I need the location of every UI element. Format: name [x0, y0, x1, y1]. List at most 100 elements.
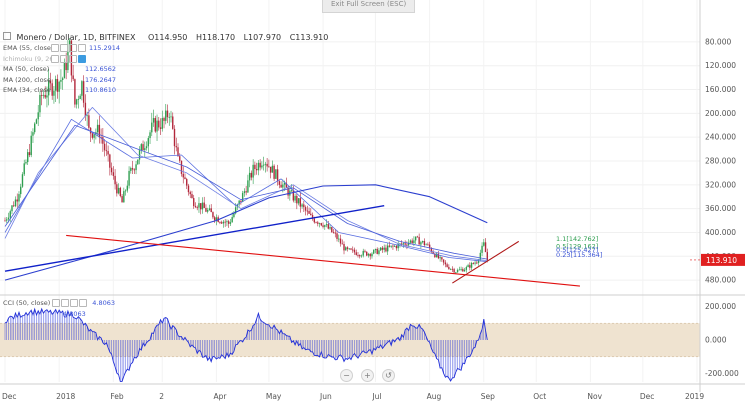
candle-body[interactable] — [402, 243, 405, 245]
candle-body[interactable] — [388, 245, 391, 247]
ema55-line[interactable] — [4, 124, 488, 260]
legend-row-ma50[interactable]: MA (50, close) 112.6562 — [3, 64, 120, 75]
candle-body[interactable] — [30, 135, 32, 156]
candle-body[interactable] — [254, 164, 256, 170]
candle-body[interactable] — [341, 243, 343, 245]
candle-body[interactable] — [290, 190, 293, 192]
candle-body[interactable] — [371, 253, 373, 257]
candle-body[interactable] — [212, 212, 214, 218]
candle-body[interactable] — [194, 206, 197, 208]
more-icon[interactable] — [78, 44, 86, 53]
candle-body[interactable] — [247, 180, 249, 193]
candle-body[interactable] — [367, 253, 370, 256]
legend-row-ema34[interactable]: EMA (34, close) 110.8610 — [3, 85, 120, 96]
candle-body[interactable] — [345, 247, 347, 251]
candle-body[interactable] — [207, 209, 209, 212]
candle-body[interactable] — [409, 240, 412, 243]
candle-body[interactable] — [163, 118, 165, 121]
candle-body[interactable] — [213, 217, 216, 221]
settings-icon[interactable] — [61, 299, 70, 308]
candle-body[interactable] — [406, 244, 408, 246]
candle-body[interactable] — [386, 245, 389, 252]
candle-body[interactable] — [187, 185, 190, 193]
candle-body[interactable] — [275, 169, 277, 179]
candle-body[interactable] — [172, 116, 174, 129]
candle-body[interactable] — [16, 199, 18, 202]
candle-body[interactable] — [166, 110, 169, 118]
cci-pane[interactable] — [0, 307, 700, 382]
candle-body[interactable] — [456, 269, 459, 273]
candle-body[interactable] — [306, 210, 309, 212]
candle-body[interactable] — [18, 194, 20, 202]
candle-body[interactable] — [205, 207, 207, 212]
candle-body[interactable] — [301, 204, 303, 207]
candle-body[interactable] — [102, 137, 104, 144]
candle-body[interactable] — [34, 123, 36, 133]
candle-body[interactable] — [6, 219, 8, 221]
candle-body[interactable] — [224, 221, 226, 223]
legend-row-ma200[interactable]: MA (200, close) 176.2647 — [3, 75, 120, 86]
candle-body[interactable] — [469, 265, 471, 268]
candle-body[interactable] — [400, 243, 403, 245]
candle-body[interactable] — [252, 164, 254, 178]
candle-body[interactable] — [269, 166, 272, 173]
candle-body[interactable] — [257, 162, 260, 171]
candle-body[interactable] — [425, 244, 427, 246]
legend-row-ichimoku[interactable]: Ichimoku (9, 26, 52, 26) — [3, 54, 120, 65]
candle-body[interactable] — [74, 79, 76, 105]
candle-body[interactable] — [283, 182, 286, 185]
candle-body[interactable] — [196, 207, 198, 209]
candle-body[interactable] — [112, 172, 115, 176]
candle-body[interactable] — [93, 134, 95, 138]
candle-body[interactable] — [222, 221, 225, 224]
candle-body[interactable] — [7, 217, 10, 220]
more-icon[interactable] — [78, 54, 86, 63]
candle-body[interactable] — [191, 194, 193, 199]
candle-body[interactable] — [88, 115, 90, 128]
candle-body[interactable] — [131, 168, 134, 170]
candle-body[interactable] — [262, 164, 265, 166]
candle-body[interactable] — [142, 144, 144, 151]
candle-body[interactable] — [140, 144, 143, 151]
close-icon[interactable] — [70, 299, 79, 308]
candle-body[interactable] — [296, 195, 298, 204]
candle-body[interactable] — [32, 132, 34, 136]
candle-body[interactable] — [338, 238, 340, 240]
candle-body[interactable] — [121, 196, 123, 203]
candle-body[interactable] — [40, 94, 43, 96]
eye-icon[interactable] — [52, 299, 61, 308]
candle-body[interactable] — [350, 248, 352, 250]
candle-body[interactable] — [156, 120, 158, 132]
candle-body[interactable] — [444, 262, 447, 265]
candle-body[interactable] — [193, 198, 195, 207]
candle-body[interactable] — [465, 267, 468, 270]
more-icon[interactable] — [79, 299, 88, 308]
candle-body[interactable] — [151, 122, 153, 133]
candle-body[interactable] — [208, 208, 211, 210]
candle-body[interactable] — [483, 242, 485, 246]
candle-body[interactable] — [413, 240, 415, 244]
candle-body[interactable] — [145, 146, 148, 149]
candle-body[interactable] — [320, 223, 322, 226]
candle-body[interactable] — [381, 247, 384, 250]
candle-body[interactable] — [414, 236, 417, 241]
candle-body[interactable] — [423, 241, 426, 245]
candle-body[interactable] — [393, 245, 396, 247]
legend-row-cci[interactable]: CCI (50, close) 4.8063 — [3, 298, 115, 309]
candle-body[interactable] — [437, 253, 440, 259]
candle-body[interactable] — [77, 99, 80, 100]
candle-body[interactable] — [455, 272, 457, 274]
candle-body[interactable] — [46, 95, 48, 98]
candle-body[interactable] — [231, 217, 233, 223]
candle-body[interactable] — [158, 120, 160, 128]
candle-body[interactable] — [28, 152, 31, 156]
candle-body[interactable] — [327, 224, 329, 229]
candle-body[interactable] — [240, 200, 242, 202]
candle-body[interactable] — [317, 222, 319, 224]
candle-body[interactable] — [364, 250, 366, 252]
candle-body[interactable] — [308, 211, 310, 214]
candle-body[interactable] — [404, 243, 406, 245]
candle-body[interactable] — [65, 62, 67, 71]
eye-icon[interactable] — [51, 44, 59, 53]
